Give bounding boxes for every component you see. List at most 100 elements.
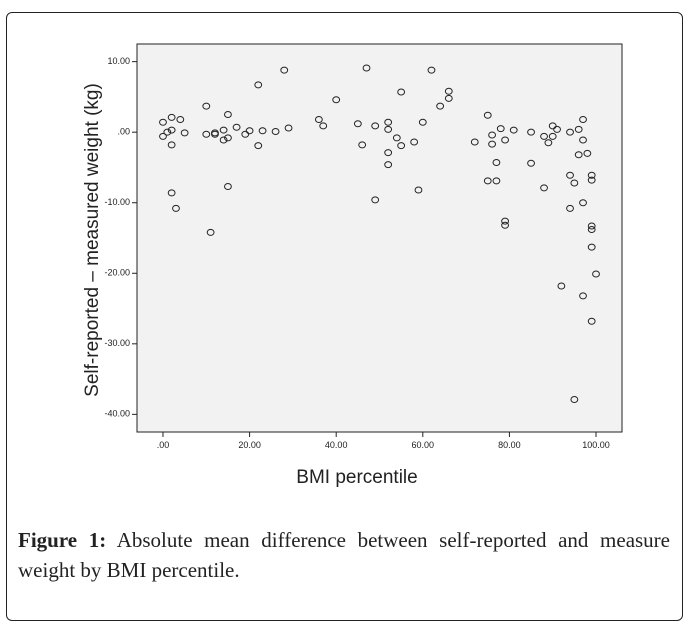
- data-point: [587, 243, 596, 251]
- data-point: [587, 176, 596, 184]
- data-point: [492, 159, 501, 167]
- data-point: [219, 136, 228, 144]
- data-point: [167, 141, 176, 149]
- data-point: [566, 171, 574, 179]
- data-point: [384, 118, 393, 126]
- data-point: [410, 138, 419, 146]
- caption-label: Figure 1:: [18, 528, 107, 552]
- x-tick-label: .00: [157, 440, 170, 450]
- data-point: [392, 134, 401, 142]
- data-point: [397, 142, 406, 150]
- data-point: [527, 159, 535, 167]
- data-point: [579, 136, 587, 144]
- data-point: [384, 161, 393, 169]
- y-tick-label: -30.00: [104, 338, 130, 348]
- data-point: [579, 115, 587, 123]
- y-tick-label: .00: [117, 127, 130, 137]
- data-point: [587, 226, 596, 234]
- data-point: [159, 132, 167, 140]
- figure-caption: Figure 1: Absolute mean difference betwe…: [18, 525, 670, 585]
- data-point: [544, 139, 553, 147]
- x-tick-label: 80.00: [498, 440, 521, 450]
- data-point: [232, 123, 241, 131]
- data-point: [483, 111, 492, 119]
- data-point: [501, 217, 509, 225]
- data-point: [280, 66, 289, 74]
- plot-area: [136, 43, 623, 433]
- data-point: [384, 149, 393, 157]
- y-axis: 10.00 .00 -10.00 -20.00 -30.00 -40.00: [104, 56, 137, 419]
- data-point: [206, 228, 215, 236]
- data-point: [167, 189, 176, 197]
- data-point: [163, 128, 172, 136]
- data-point: [501, 221, 509, 229]
- data-point: [159, 118, 167, 126]
- data-point: [397, 88, 406, 96]
- data-point: [574, 125, 583, 133]
- data-point: [427, 66, 436, 74]
- data-point: [492, 177, 501, 185]
- data-point: [358, 141, 367, 149]
- x-axis: .00 20.00 40.00 60.00 80.00 100.00: [157, 432, 610, 450]
- data-point: [414, 186, 423, 194]
- data-point: [592, 270, 600, 278]
- data-point: [548, 122, 557, 130]
- x-tick-label: 40.00: [325, 440, 348, 450]
- data-point: [587, 317, 596, 325]
- data-point: [314, 115, 323, 123]
- y-tick-label: -20.00: [104, 268, 130, 278]
- data-point: [167, 113, 176, 121]
- data-point: [332, 96, 341, 104]
- data-point: [470, 138, 479, 146]
- data-point: [579, 199, 587, 207]
- y-tick-label: -40.00: [104, 409, 130, 419]
- data-point: [566, 128, 574, 136]
- data-point: [444, 94, 453, 102]
- data-point: [245, 127, 254, 135]
- data-point: [587, 222, 596, 230]
- data-point: [483, 177, 492, 185]
- data-point: [583, 149, 592, 157]
- data-point: [436, 102, 445, 110]
- x-axis-label: BMI percentile: [296, 467, 417, 488]
- data-point: [488, 140, 496, 148]
- data-point: [570, 396, 579, 404]
- data-point: [557, 282, 566, 290]
- x-tick-label: 60.00: [412, 440, 435, 450]
- data-point: [219, 126, 228, 134]
- data-point: [254, 81, 263, 89]
- y-tick-label: 10.00: [107, 56, 130, 66]
- data-point: [319, 122, 328, 130]
- data-point: [496, 125, 505, 133]
- data-point: [418, 118, 427, 126]
- data-point: [271, 127, 280, 135]
- data-point: [176, 115, 185, 123]
- data-point: [444, 87, 453, 95]
- data-point: [224, 111, 232, 119]
- data-point: [548, 132, 557, 140]
- data-point: [371, 122, 380, 130]
- data-point: [553, 125, 561, 133]
- data-point: [202, 130, 211, 138]
- data-point: [566, 204, 574, 212]
- data-point: [527, 128, 535, 136]
- data-point: [501, 136, 509, 144]
- data-point: [574, 151, 583, 159]
- data-point: [224, 134, 232, 142]
- data-point: [258, 127, 267, 135]
- data-point: [284, 124, 293, 132]
- data-point: [488, 131, 496, 139]
- data-point: [224, 183, 232, 191]
- data-point: [540, 184, 548, 192]
- data-point: [211, 129, 219, 137]
- data-point: [254, 142, 263, 150]
- data-point: [587, 171, 596, 179]
- data-point: [579, 292, 587, 300]
- data-point: [509, 126, 518, 134]
- x-tick-label: 100.00: [582, 440, 610, 450]
- data-point: [570, 179, 579, 187]
- data-point: [371, 196, 380, 204]
- y-tick-label: -10.00: [104, 197, 130, 207]
- data-points: [159, 64, 600, 404]
